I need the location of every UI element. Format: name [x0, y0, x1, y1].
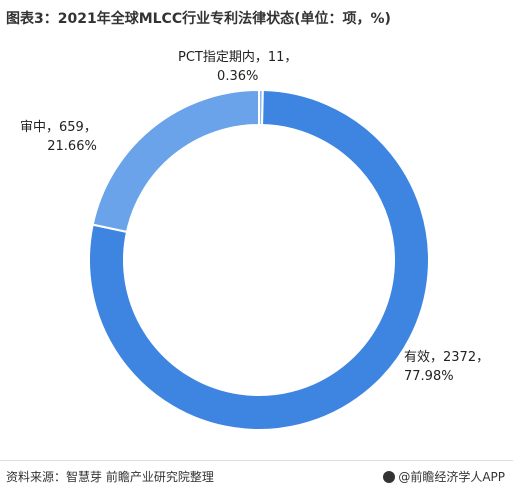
slice-label-pct-line1: PCT指定期内，11， — [178, 50, 298, 65]
chart-title: 图表3：2021年全球MLCC行业专利法律状态(单位：项，%) — [6, 11, 391, 27]
slice-label-pct-line2: 0.36% — [217, 69, 259, 84]
footer-divider — [0, 460, 513, 461]
source-note: 资料来源：智慧芽 前瞻产业研究院整理 — [6, 470, 214, 484]
brand-name: @前瞻经济学人APP — [398, 470, 505, 484]
slice-label-pending-line2: 21.66% — [47, 139, 97, 154]
slice-pending — [91, 88, 260, 234]
slice-label-valid-line2: 77.98% — [404, 369, 454, 384]
slice-label-valid: 有效，2372， 77.98% — [404, 348, 489, 386]
slice-label-pending: 审中，659， 21.66% — [20, 118, 97, 156]
slice-label-pct: PCT指定期内，11， 0.36% — [178, 48, 297, 86]
slice-valid — [88, 89, 430, 431]
donut-chart — [88, 88, 430, 431]
slice-label-valid-line1: 有效，2372， — [404, 350, 490, 365]
slice-label-pending-line1: 审中，659， — [20, 120, 97, 135]
brand-credit: @前瞻经济学人APP — [383, 468, 505, 485]
brand-logo-icon — [383, 471, 396, 483]
